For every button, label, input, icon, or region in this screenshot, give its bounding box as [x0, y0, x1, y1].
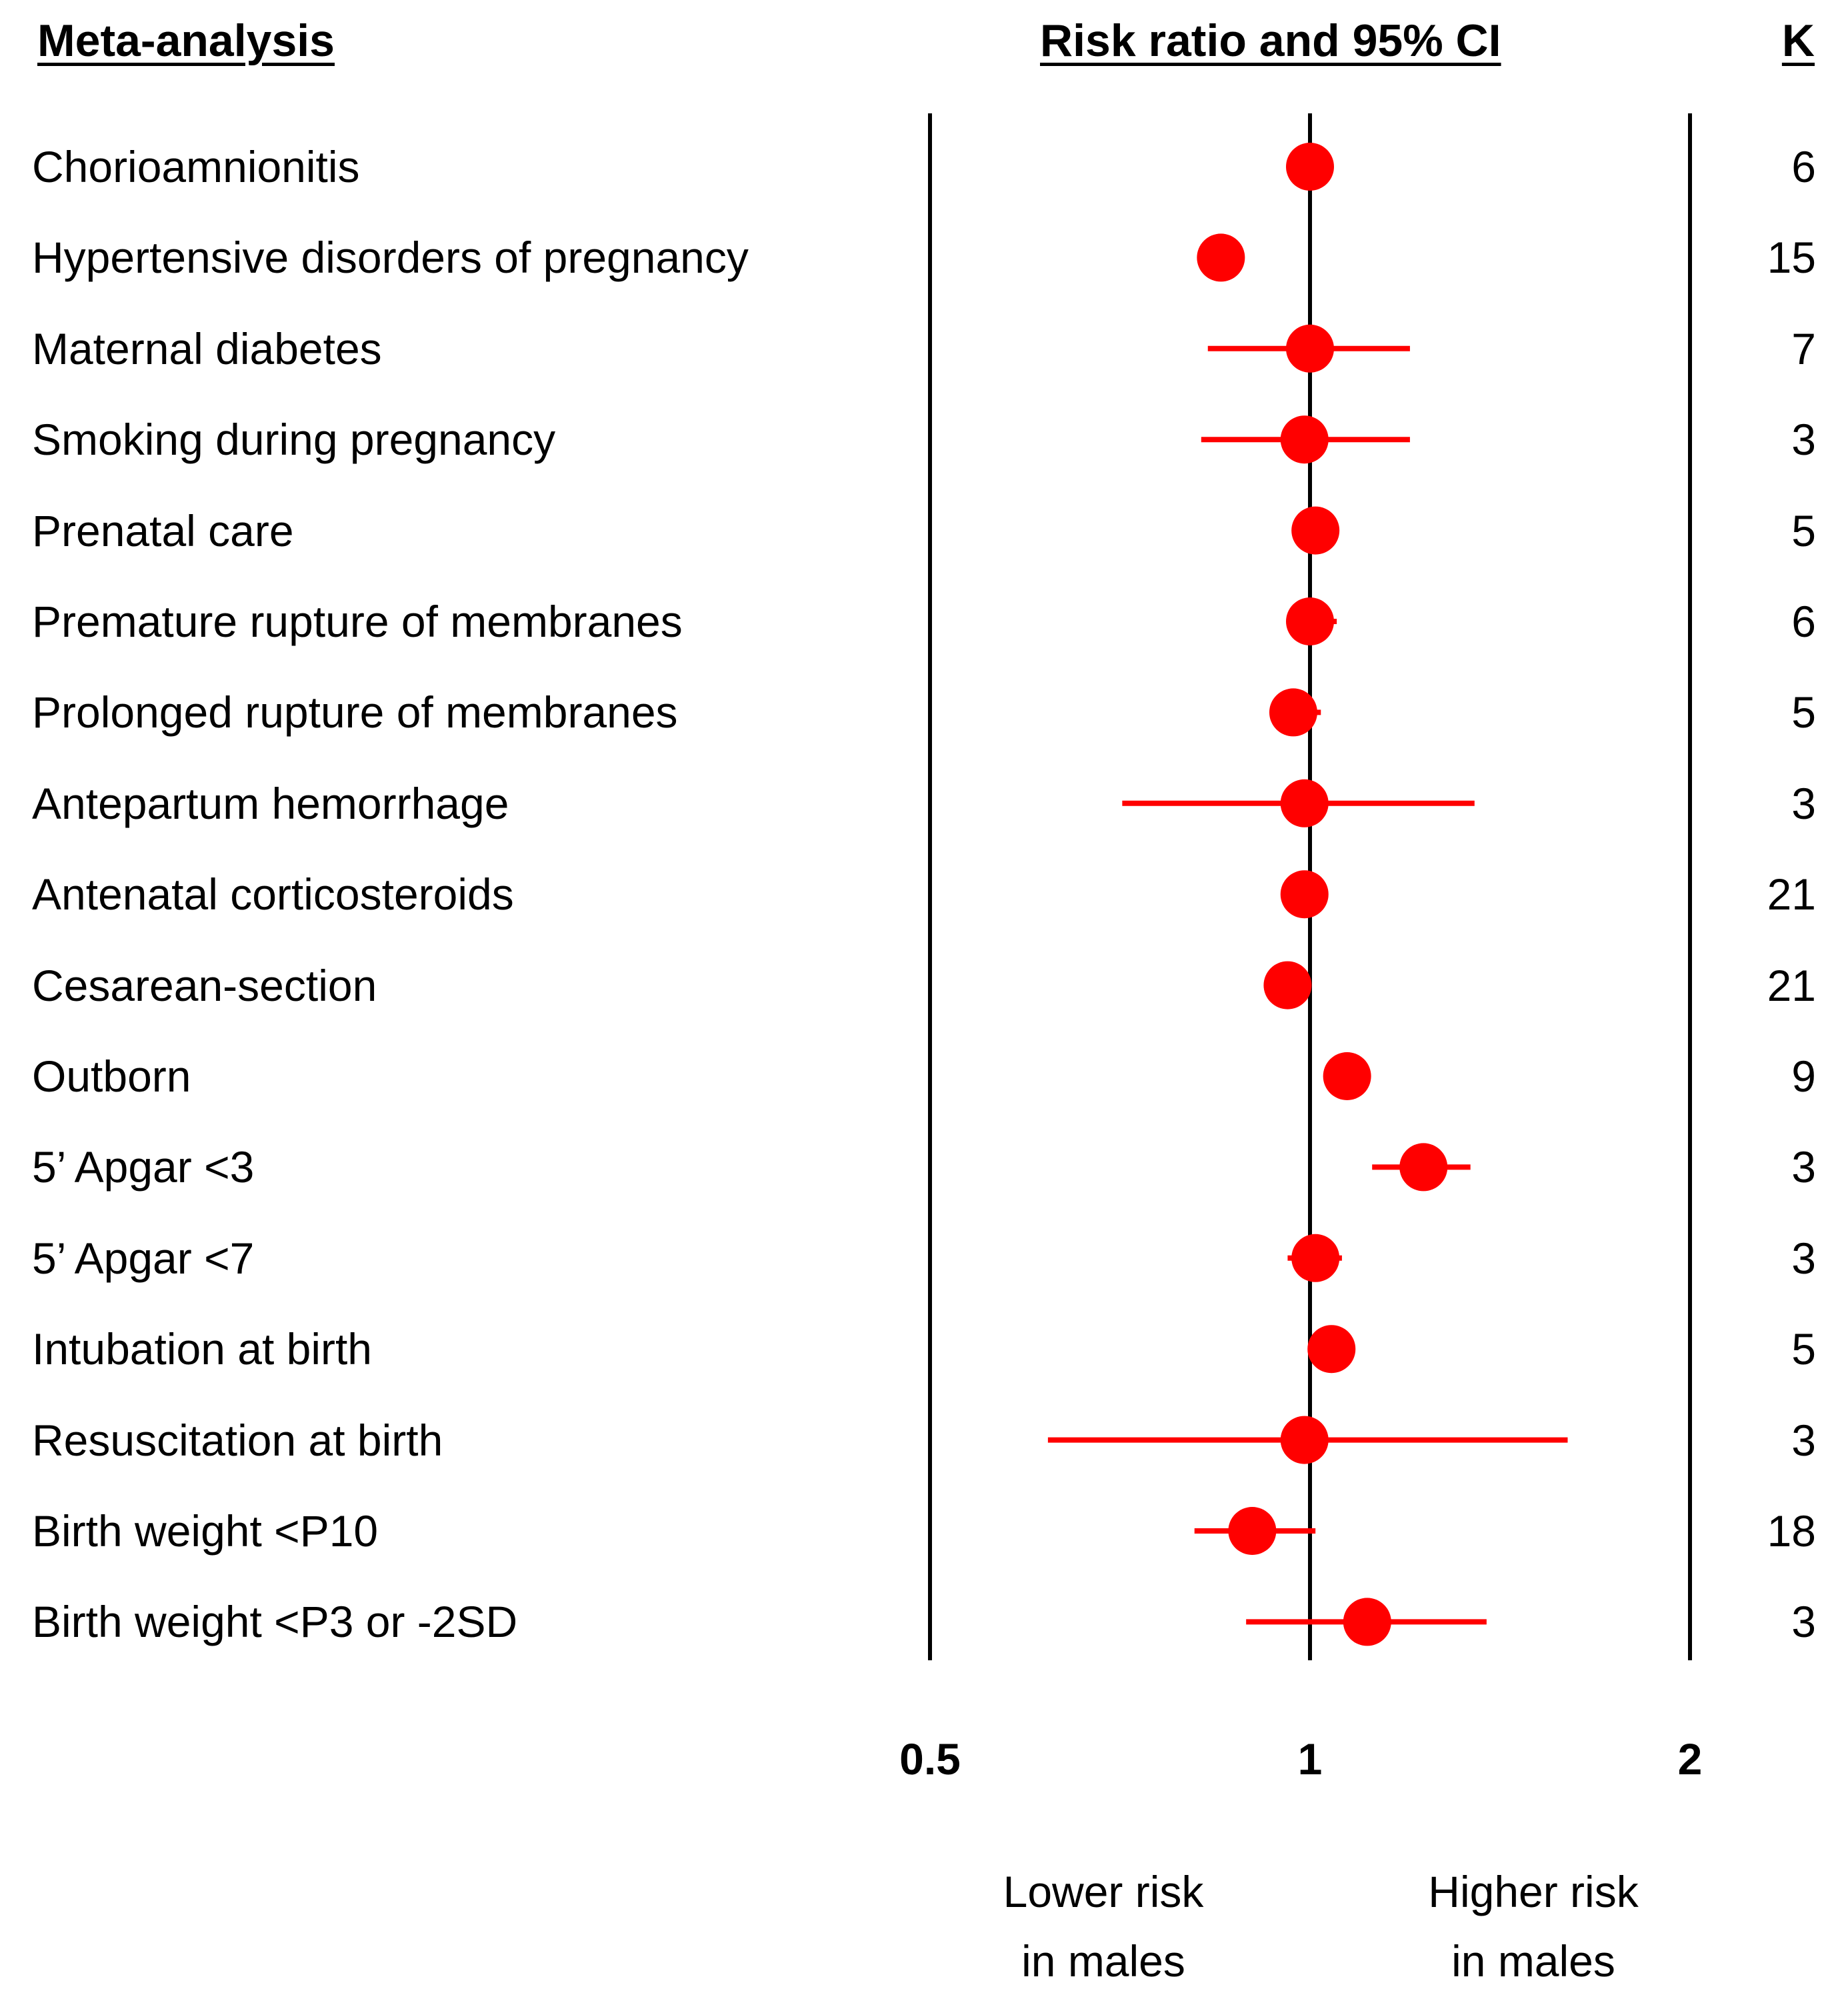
point-estimate	[1399, 1143, 1448, 1192]
lower-risk-line2: in males	[1021, 1936, 1185, 1986]
higher-risk-note: Higher risk in males	[1360, 1857, 1707, 1996]
row-label: Chorioamnionitis	[32, 142, 360, 191]
x-tick-label: 0.5	[899, 1734, 961, 1784]
row-label: Intubation at birth	[32, 1324, 373, 1374]
point-estimate	[1263, 961, 1312, 1010]
row-label: 5’ Apgar <7	[32, 1233, 255, 1283]
higher-risk-line2: in males	[1451, 1936, 1615, 1986]
k-value: 3	[1791, 415, 1816, 465]
row-label: Outborn	[32, 1052, 191, 1101]
k-value: 6	[1791, 597, 1816, 646]
header-risk-ratio: Risk ratio and 95% CI	[1040, 15, 1501, 66]
k-value: 3	[1791, 1597, 1816, 1647]
k-value: 21	[1767, 869, 1816, 919]
k-value: 3	[1791, 1415, 1816, 1465]
row-label: Prolonged rupture of membranes	[32, 687, 678, 737]
row-label: 5’ Apgar <3	[32, 1142, 255, 1192]
header-meta-analysis: Meta-analysis	[37, 15, 335, 66]
k-value: 5	[1791, 687, 1816, 737]
point-estimate	[1280, 1416, 1329, 1464]
point-estimate	[1343, 1598, 1391, 1646]
point-estimate	[1323, 1052, 1371, 1100]
point-estimate	[1280, 870, 1329, 919]
higher-risk-line1: Higher risk	[1428, 1867, 1639, 1916]
k-value: 5	[1791, 505, 1816, 555]
point-estimate	[1291, 1234, 1340, 1282]
point-estimate	[1286, 597, 1334, 645]
lower-risk-note: Lower risk in males	[930, 1857, 1277, 1996]
k-value: 21	[1767, 960, 1816, 1010]
header-k: K	[1781, 15, 1815, 66]
row-label: Antenatal corticosteroids	[32, 869, 514, 919]
point-estimate	[1280, 779, 1329, 827]
row-label: Birth weight <P3 or -2SD	[32, 1597, 518, 1647]
k-value: 3	[1791, 1233, 1816, 1283]
lower-risk-line1: Lower risk	[1003, 1867, 1204, 1916]
x-tick-label: 2	[1677, 1734, 1703, 1784]
x-tick-label: 1	[1297, 1734, 1323, 1784]
k-value: 18	[1767, 1506, 1816, 1556]
point-estimate	[1197, 233, 1245, 282]
k-value: 5	[1791, 1324, 1816, 1374]
k-value: 9	[1791, 1052, 1816, 1101]
k-value: 3	[1791, 1142, 1816, 1192]
row-label: Maternal diabetes	[32, 323, 382, 373]
point-estimate	[1307, 1325, 1356, 1374]
k-value: 7	[1791, 323, 1816, 373]
row-label: Premature rupture of membranes	[32, 597, 683, 646]
k-value: 6	[1791, 142, 1816, 191]
row-label: Smoking during pregnancy	[32, 415, 556, 465]
row-label: Birth weight <P10	[32, 1506, 379, 1556]
row-label: Hypertensive disorders of pregnancy	[32, 233, 749, 283]
point-estimate	[1286, 143, 1334, 191]
point-estimate	[1269, 688, 1317, 737]
row-label: Resuscitation at birth	[32, 1415, 443, 1465]
point-estimate	[1291, 506, 1340, 555]
k-value: 3	[1791, 778, 1816, 828]
point-estimate	[1228, 1507, 1277, 1555]
row-label: Antepartum hemorrhage	[32, 778, 509, 828]
point-estimate	[1286, 324, 1334, 373]
point-estimate	[1280, 415, 1329, 464]
k-value: 15	[1767, 233, 1816, 283]
row-label: Prenatal care	[32, 505, 294, 555]
row-label: Cesarean-section	[32, 960, 377, 1010]
